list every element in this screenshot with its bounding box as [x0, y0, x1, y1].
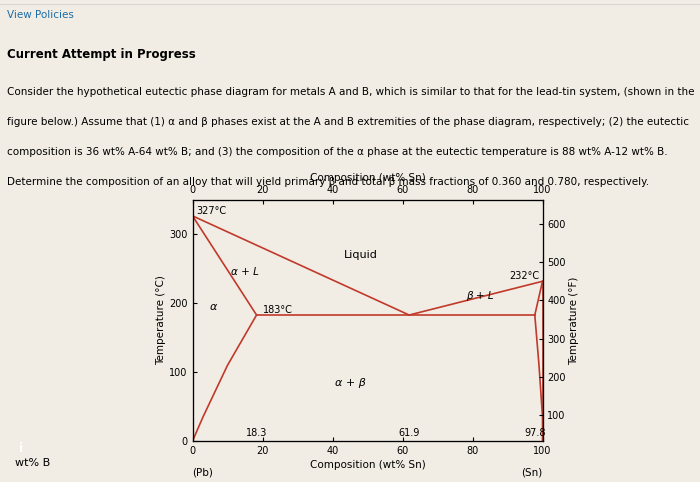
- Text: 327°C: 327°C: [196, 206, 226, 216]
- Text: Current Attempt in Progress: Current Attempt in Progress: [7, 49, 196, 62]
- Text: α: α: [210, 302, 217, 312]
- Text: 61.9: 61.9: [398, 428, 420, 438]
- X-axis label: Composition (wt% Sn): Composition (wt% Sn): [309, 460, 426, 470]
- Text: α + L: α + L: [231, 268, 259, 277]
- X-axis label: Composition (wt% Sn): Composition (wt% Sn): [309, 173, 426, 183]
- Y-axis label: Temperature (°C): Temperature (°C): [156, 276, 167, 365]
- Text: Consider the hypothetical eutectic phase diagram for metals A and B, which is si: Consider the hypothetical eutectic phase…: [7, 87, 694, 97]
- Text: figure below.) Assume that (1) α and β phases exist at the A and B extremities o: figure below.) Assume that (1) α and β p…: [7, 117, 689, 127]
- Text: Determine the composition of an alloy that will yield primary β and total β mass: Determine the composition of an alloy th…: [7, 177, 649, 187]
- Text: 232°C: 232°C: [509, 271, 539, 281]
- Text: composition is 36 wt% A-64 wt% B; and (3) the composition of the α phase at the : composition is 36 wt% A-64 wt% B; and (3…: [7, 147, 668, 157]
- Text: Liquid: Liquid: [344, 250, 377, 260]
- Text: 183°C: 183°C: [262, 305, 293, 315]
- Text: View Policies: View Policies: [7, 10, 74, 20]
- Text: wt% B: wt% B: [15, 458, 50, 468]
- Text: β + L: β + L: [466, 292, 493, 301]
- Text: (Pb): (Pb): [193, 467, 214, 477]
- Text: 18.3: 18.3: [246, 428, 267, 438]
- Text: 97.8: 97.8: [524, 428, 545, 438]
- Text: (Sn): (Sn): [522, 467, 542, 477]
- Text: α + β: α + β: [335, 377, 365, 388]
- Y-axis label: Temperature (°F): Temperature (°F): [568, 276, 579, 365]
- Text: i: i: [19, 442, 23, 455]
